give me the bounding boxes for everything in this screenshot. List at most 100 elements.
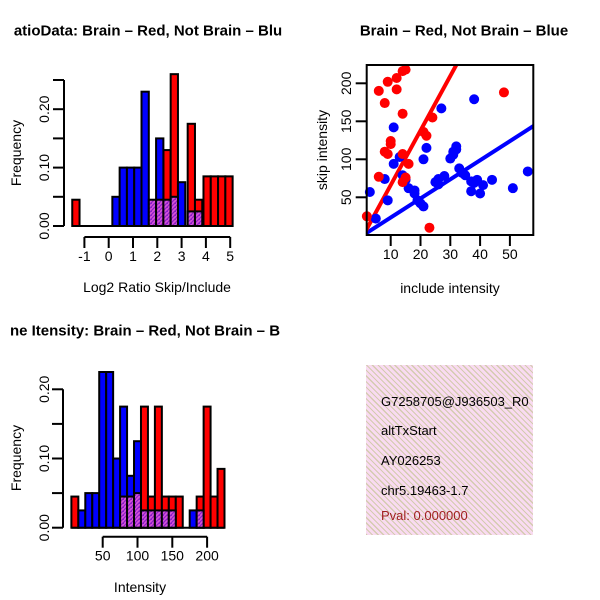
brain_red-point bbox=[391, 72, 402, 83]
x-tick-label: 0 bbox=[105, 248, 113, 264]
x-tick-label: 40 bbox=[472, 246, 488, 262]
not_brain_blue-point bbox=[522, 166, 533, 177]
y-tick-label: 100 bbox=[338, 147, 354, 171]
overlap-bar bbox=[153, 509, 163, 529]
x-tick-label: 3 bbox=[178, 248, 186, 264]
not_brain_blue-bar bbox=[118, 166, 128, 228]
not_brain_blue-point bbox=[451, 141, 462, 152]
brain_red-point bbox=[382, 148, 393, 159]
not_brain_blue-bar bbox=[77, 509, 87, 529]
not_brain_blue-bar bbox=[98, 371, 108, 529]
not_brain_blue-point bbox=[418, 201, 429, 212]
overlap-bar bbox=[126, 495, 136, 529]
brain_red-fit-line bbox=[366, 65, 459, 233]
brain_red-point bbox=[373, 171, 384, 182]
brain_red-bar bbox=[70, 495, 80, 529]
y-tick-label: 0.10 bbox=[36, 445, 52, 472]
y-tick-label: 0.20 bbox=[36, 95, 52, 122]
x-tick-label: 10 bbox=[383, 246, 399, 262]
brain_red-point bbox=[403, 158, 414, 169]
x-tick-label: 100 bbox=[126, 548, 150, 564]
brain_red-point bbox=[397, 108, 408, 119]
overlap-bar bbox=[167, 509, 177, 529]
ratio-histogram-x-axis-label: Log2 Ratio Skip/Include bbox=[83, 279, 231, 295]
x-tick-label: 50 bbox=[502, 246, 518, 262]
scatter-canvas: 10 20 30 40 50 50 100 150 200 bbox=[338, 64, 535, 262]
x-tick-label: 5 bbox=[226, 248, 234, 264]
y-tick-label: 0.10 bbox=[36, 154, 52, 181]
not_brain_blue-point bbox=[475, 188, 486, 199]
x-tick-label: 150 bbox=[161, 548, 185, 564]
not_brain_blue-point bbox=[418, 154, 429, 165]
panel-scatter: 10 20 30 40 50 50 100 150 200 Brain – Red, Not B… bbox=[300, 0, 600, 300]
not_brain_blue-point bbox=[507, 183, 518, 194]
y-tick-label: 150 bbox=[338, 109, 354, 133]
locus-text: chr5.19463-1.7 bbox=[381, 483, 469, 498]
not_brain_blue-point bbox=[469, 94, 480, 105]
brain_red-bar bbox=[174, 495, 184, 529]
brain_red-point bbox=[385, 139, 396, 150]
not_brain_blue-bar bbox=[111, 195, 121, 228]
not_brain_blue-point bbox=[478, 180, 489, 191]
x-tick-label: 200 bbox=[195, 548, 219, 564]
brain_red-bar bbox=[209, 175, 220, 227]
panel-info: G7258705@J936503_R0 altTxStart AY026253 … bbox=[300, 300, 600, 600]
brain_red-bar bbox=[209, 495, 219, 529]
x-tick-label: 1 bbox=[129, 248, 137, 264]
not_brain_blue-bar bbox=[84, 492, 94, 529]
x-tick-label: 4 bbox=[202, 248, 210, 264]
intensity-histogram-canvas: 50 100 150 200 0.00 0.10 0.20 bbox=[36, 371, 226, 564]
not_brain_blue-bar bbox=[176, 181, 187, 227]
brain_red-point bbox=[424, 222, 435, 233]
intensity-histogram-y-axis-label: Frequency bbox=[8, 424, 24, 492]
overlap-bar bbox=[155, 198, 165, 228]
brain_red-point bbox=[391, 84, 402, 95]
not_brain_blue-bar bbox=[188, 509, 198, 529]
y-tick-label: 0.00 bbox=[36, 514, 52, 541]
y-tick-label: 200 bbox=[338, 71, 354, 95]
scatter-title: Brain – Red, Not Brain – Blue bbox=[359, 22, 569, 40]
scatter-x-axis-label: include intensity bbox=[400, 280, 500, 296]
not_brain_blue-point bbox=[388, 158, 399, 169]
overlap-bar bbox=[160, 509, 170, 529]
brain_red-bar bbox=[202, 405, 212, 529]
overlap-bar bbox=[146, 509, 156, 529]
x-tick-label: 2 bbox=[153, 248, 161, 264]
overlap-bar bbox=[195, 509, 205, 529]
brain_red-point bbox=[382, 76, 393, 87]
brain_red-point bbox=[373, 85, 384, 96]
not_brain_blue-bar bbox=[105, 371, 115, 529]
brain_red-point bbox=[498, 87, 509, 98]
overlap-bar bbox=[147, 198, 158, 228]
brain_red-point bbox=[400, 64, 411, 75]
not_brain_blue-bar bbox=[91, 492, 101, 529]
y-tick-label: 0.00 bbox=[36, 212, 52, 239]
not_brain_blue-point bbox=[388, 122, 399, 133]
not_brain_blue-fit-line bbox=[366, 124, 534, 235]
ratio-histogram-title: atioData: Brain – Red, Not Brain – Blu bbox=[13, 22, 283, 40]
brain_red-bar bbox=[71, 198, 81, 228]
intensity-histogram-title: ne Itensity: Brain – Red, Not Brain – B bbox=[9, 322, 281, 340]
brain_red-point bbox=[397, 148, 408, 159]
y-tick-label: 0.20 bbox=[36, 375, 52, 402]
brain_red-bar bbox=[216, 467, 226, 529]
not_brain_blue-bar bbox=[133, 166, 143, 228]
not_brain_blue-point bbox=[370, 213, 381, 224]
accession-text: AY026253 bbox=[381, 453, 441, 468]
x-tick-label: 20 bbox=[413, 246, 429, 262]
event-type-text: altTxStart bbox=[381, 423, 437, 438]
brain_red-point bbox=[421, 130, 432, 141]
x-tick-label: 50 bbox=[95, 548, 111, 564]
brain_red-bar bbox=[224, 175, 234, 227]
brain_red-point bbox=[379, 98, 390, 109]
info-box: G7258705@J936503_R0 altTxStart AY026253 … bbox=[366, 365, 533, 535]
not_brain_blue-bar bbox=[140, 90, 150, 228]
x-tick-label: 30 bbox=[443, 246, 459, 262]
scatter-y-axis-label: skip intensity bbox=[314, 109, 330, 191]
brain_red-point bbox=[397, 177, 408, 188]
not_brain_blue-point bbox=[466, 186, 477, 197]
not_brain_blue-point bbox=[436, 103, 447, 114]
not_brain_blue-point bbox=[439, 171, 450, 182]
x-tick-label: -1 bbox=[78, 248, 91, 264]
overlap-bar bbox=[119, 495, 129, 529]
